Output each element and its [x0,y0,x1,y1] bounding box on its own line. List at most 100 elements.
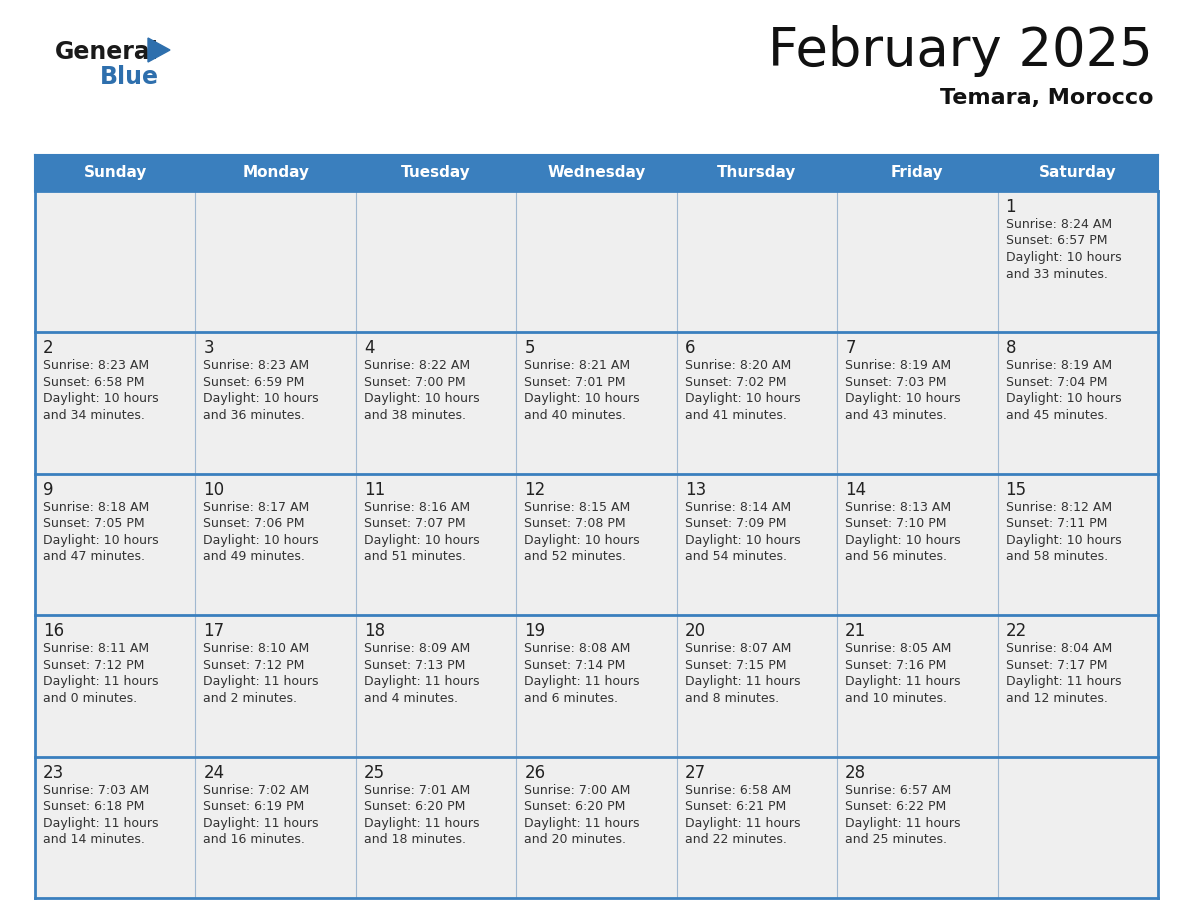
Text: Sunset: 7:09 PM: Sunset: 7:09 PM [684,518,786,531]
Text: 16: 16 [43,622,64,640]
Text: Wednesday: Wednesday [548,165,646,181]
Text: 1: 1 [1005,198,1016,216]
Text: Friday: Friday [891,165,943,181]
Text: 26: 26 [524,764,545,781]
Text: Daylight: 10 hours: Daylight: 10 hours [203,392,320,406]
Text: Daylight: 10 hours: Daylight: 10 hours [684,392,801,406]
Bar [356,332,517,474]
Bar [838,474,998,615]
Text: and 34 minutes.: and 34 minutes. [43,409,145,422]
Bar [838,332,998,474]
Text: 6: 6 [684,340,695,357]
Text: 22: 22 [1005,622,1026,640]
Text: Daylight: 10 hours: Daylight: 10 hours [845,533,961,547]
Text: 18: 18 [364,622,385,640]
Bar [517,155,677,191]
Text: 21: 21 [845,622,866,640]
Bar [517,474,677,615]
Text: Daylight: 10 hours: Daylight: 10 hours [43,392,159,406]
Text: 28: 28 [845,764,866,781]
Text: Tuesday: Tuesday [402,165,470,181]
Text: Daylight: 11 hours: Daylight: 11 hours [364,676,479,688]
Bar [196,474,356,615]
Text: Sunset: 7:11 PM: Sunset: 7:11 PM [1005,518,1107,531]
Polygon shape [148,38,170,62]
Text: Sunrise: 6:58 AM: Sunrise: 6:58 AM [684,784,791,797]
Text: Sunset: 7:08 PM: Sunset: 7:08 PM [524,518,626,531]
Bar [517,332,677,474]
Text: Sunrise: 8:16 AM: Sunrise: 8:16 AM [364,501,470,514]
Text: Sunrise: 8:09 AM: Sunrise: 8:09 AM [364,643,470,655]
Text: Sunset: 6:20 PM: Sunset: 6:20 PM [524,800,626,813]
Text: 25: 25 [364,764,385,781]
Text: Daylight: 10 hours: Daylight: 10 hours [364,533,480,547]
Bar [34,155,196,191]
Text: and 51 minutes.: and 51 minutes. [364,550,466,564]
Text: Sunset: 7:12 PM: Sunset: 7:12 PM [43,659,145,672]
Text: and 40 minutes.: and 40 minutes. [524,409,626,422]
Text: 4: 4 [364,340,374,357]
Text: Sunrise: 8:07 AM: Sunrise: 8:07 AM [684,643,791,655]
Bar [838,756,998,898]
Text: 5: 5 [524,340,535,357]
Bar [34,756,196,898]
Text: and 14 minutes.: and 14 minutes. [43,834,145,846]
Text: Sunset: 7:06 PM: Sunset: 7:06 PM [203,518,305,531]
Text: Sunrise: 8:23 AM: Sunrise: 8:23 AM [43,360,150,373]
Text: Daylight: 11 hours: Daylight: 11 hours [1005,676,1121,688]
Text: Daylight: 11 hours: Daylight: 11 hours [684,817,801,830]
Text: and 33 minutes.: and 33 minutes. [1005,267,1107,281]
Text: and 8 minutes.: and 8 minutes. [684,691,779,705]
Text: Sunrise: 8:18 AM: Sunrise: 8:18 AM [43,501,150,514]
Text: Sunrise: 7:03 AM: Sunrise: 7:03 AM [43,784,150,797]
Text: Sunrise: 7:00 AM: Sunrise: 7:00 AM [524,784,631,797]
Text: 10: 10 [203,481,225,498]
Text: Sunrise: 8:19 AM: Sunrise: 8:19 AM [845,360,952,373]
Text: and 36 minutes.: and 36 minutes. [203,409,305,422]
Text: Sunset: 7:03 PM: Sunset: 7:03 PM [845,375,947,389]
Text: Daylight: 11 hours: Daylight: 11 hours [43,817,158,830]
Text: Daylight: 10 hours: Daylight: 10 hours [1005,392,1121,406]
Text: and 22 minutes.: and 22 minutes. [684,834,786,846]
Bar [517,615,677,756]
Text: Sunrise: 8:24 AM: Sunrise: 8:24 AM [1005,218,1112,231]
Text: Sunrise: 7:01 AM: Sunrise: 7:01 AM [364,784,470,797]
Text: and 18 minutes.: and 18 minutes. [364,834,466,846]
Bar [196,155,356,191]
Text: 27: 27 [684,764,706,781]
Bar [196,332,356,474]
Text: and 25 minutes.: and 25 minutes. [845,834,947,846]
Text: Sunrise: 8:21 AM: Sunrise: 8:21 AM [524,360,631,373]
Text: Monday: Monday [242,165,309,181]
Text: and 38 minutes.: and 38 minutes. [364,409,466,422]
Text: 9: 9 [43,481,53,498]
Text: February 2025: February 2025 [769,25,1154,77]
Text: Daylight: 10 hours: Daylight: 10 hours [203,533,320,547]
Text: Daylight: 10 hours: Daylight: 10 hours [684,533,801,547]
Text: and 0 minutes.: and 0 minutes. [43,691,137,705]
Text: 3: 3 [203,340,214,357]
Text: Daylight: 10 hours: Daylight: 10 hours [364,392,480,406]
Text: and 56 minutes.: and 56 minutes. [845,550,947,564]
Text: Daylight: 11 hours: Daylight: 11 hours [524,817,640,830]
Bar [838,191,998,332]
Text: 19: 19 [524,622,545,640]
Text: Daylight: 10 hours: Daylight: 10 hours [524,392,640,406]
Bar [998,155,1158,191]
Bar [677,332,838,474]
Text: Sunset: 6:22 PM: Sunset: 6:22 PM [845,800,947,813]
Text: 23: 23 [43,764,64,781]
Bar [998,756,1158,898]
Text: 7: 7 [845,340,855,357]
Text: and 52 minutes.: and 52 minutes. [524,550,626,564]
Text: Sunrise: 8:19 AM: Sunrise: 8:19 AM [1005,360,1112,373]
Text: Daylight: 11 hours: Daylight: 11 hours [845,817,961,830]
Bar [517,756,677,898]
Bar [517,191,677,332]
Text: Sunrise: 8:11 AM: Sunrise: 8:11 AM [43,643,150,655]
Bar [356,474,517,615]
Text: Thursday: Thursday [718,165,797,181]
Text: and 6 minutes.: and 6 minutes. [524,691,618,705]
Text: Daylight: 10 hours: Daylight: 10 hours [1005,251,1121,264]
Bar [998,191,1158,332]
